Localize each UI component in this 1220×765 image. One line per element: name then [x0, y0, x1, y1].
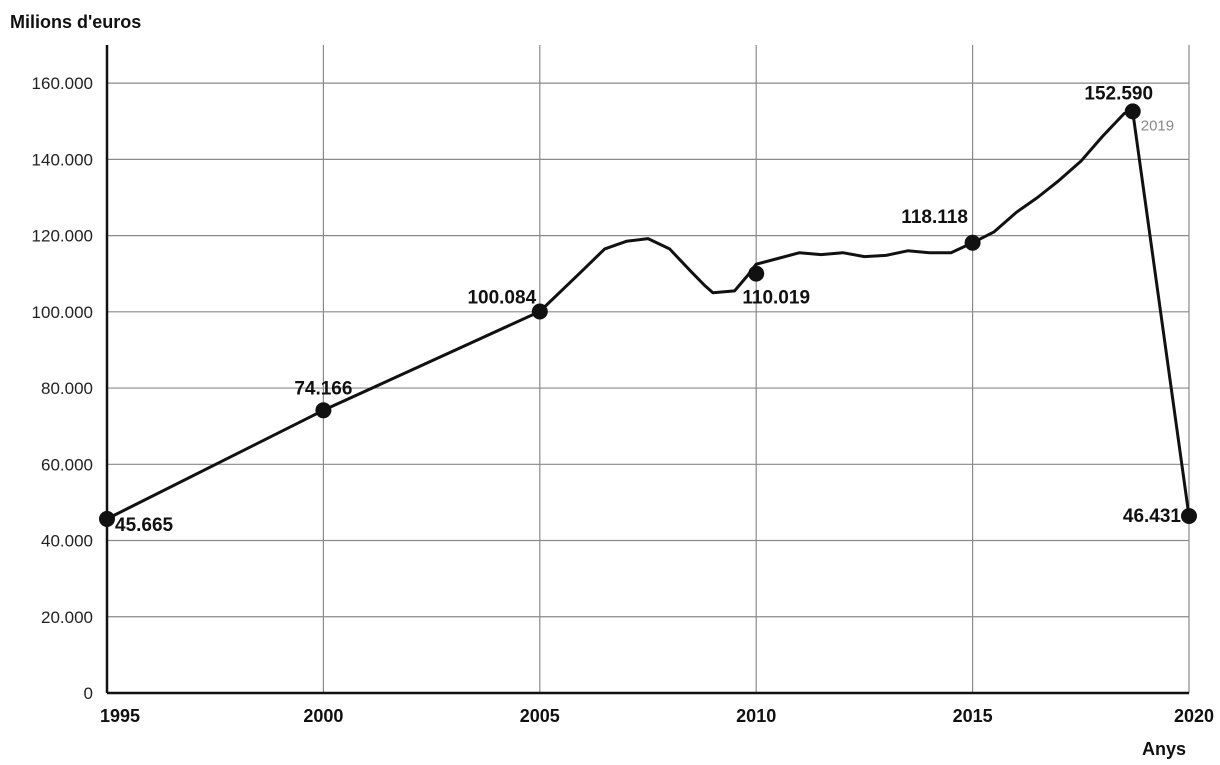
marker-4 — [964, 234, 981, 251]
y-tick-label-5: 100.000 — [32, 303, 93, 322]
data-label-0: 45.665 — [115, 515, 174, 536]
marker-1 — [315, 402, 332, 419]
data-labels: 45.665 74.166 100.084 110.019 118.118 152.590… — [115, 83, 1181, 536]
data-label-5: 152.590 — [1084, 83, 1153, 104]
y-tick-labels: 0 20.000 40.000 60.000 80.000 100.000 120.000 1… — [32, 74, 93, 703]
x-tick-label-5: 2020 — [1174, 706, 1214, 726]
y-tick-label-1: 20.000 — [41, 608, 93, 627]
y-tick-label-3: 60.000 — [41, 455, 93, 474]
marker-6 — [1181, 508, 1197, 525]
data-label-4: 118.118 — [901, 207, 968, 228]
data-label-2: 100.084 — [467, 288, 536, 309]
marker-0 — [99, 510, 115, 527]
x-tick-label-1: 2000 — [303, 706, 343, 726]
y-tick-label-4: 80.000 — [41, 379, 93, 398]
x-tick-labels: 1995 2000 2005 2010 2015 2020 — [100, 706, 1214, 726]
x-tick-label-2: 2005 — [520, 706, 560, 726]
x-axis-title: Anys — [1142, 739, 1186, 759]
marker-5 — [1124, 103, 1141, 120]
y-tick-label-8: 160.000 — [32, 74, 93, 93]
x-tick-label-4: 2015 — [953, 706, 993, 726]
x-tick-label-0: 1995 — [100, 706, 140, 726]
y-axis-title: Milions d'euros — [10, 12, 141, 32]
y-tick-label-7: 140.000 — [32, 150, 93, 169]
axes — [105, 45, 1189, 695]
grid — [107, 45, 1190, 693]
data-markers — [99, 103, 1197, 527]
data-label-6: 46.431 — [1123, 506, 1182, 527]
marker-2 — [531, 303, 548, 320]
y-tick-label-2: 40.000 — [41, 532, 93, 551]
series-line — [106, 109, 1191, 521]
y-tick-label-0: 0 — [84, 684, 93, 703]
marker-3 — [748, 265, 765, 282]
x-tick-label-3: 2010 — [736, 706, 776, 726]
y-tick-label-6: 120.000 — [32, 227, 93, 246]
data-label-3: 110.019 — [742, 288, 810, 309]
data-note-5: 2019 — [1141, 117, 1174, 134]
data-label-1: 74.166 — [294, 378, 352, 399]
